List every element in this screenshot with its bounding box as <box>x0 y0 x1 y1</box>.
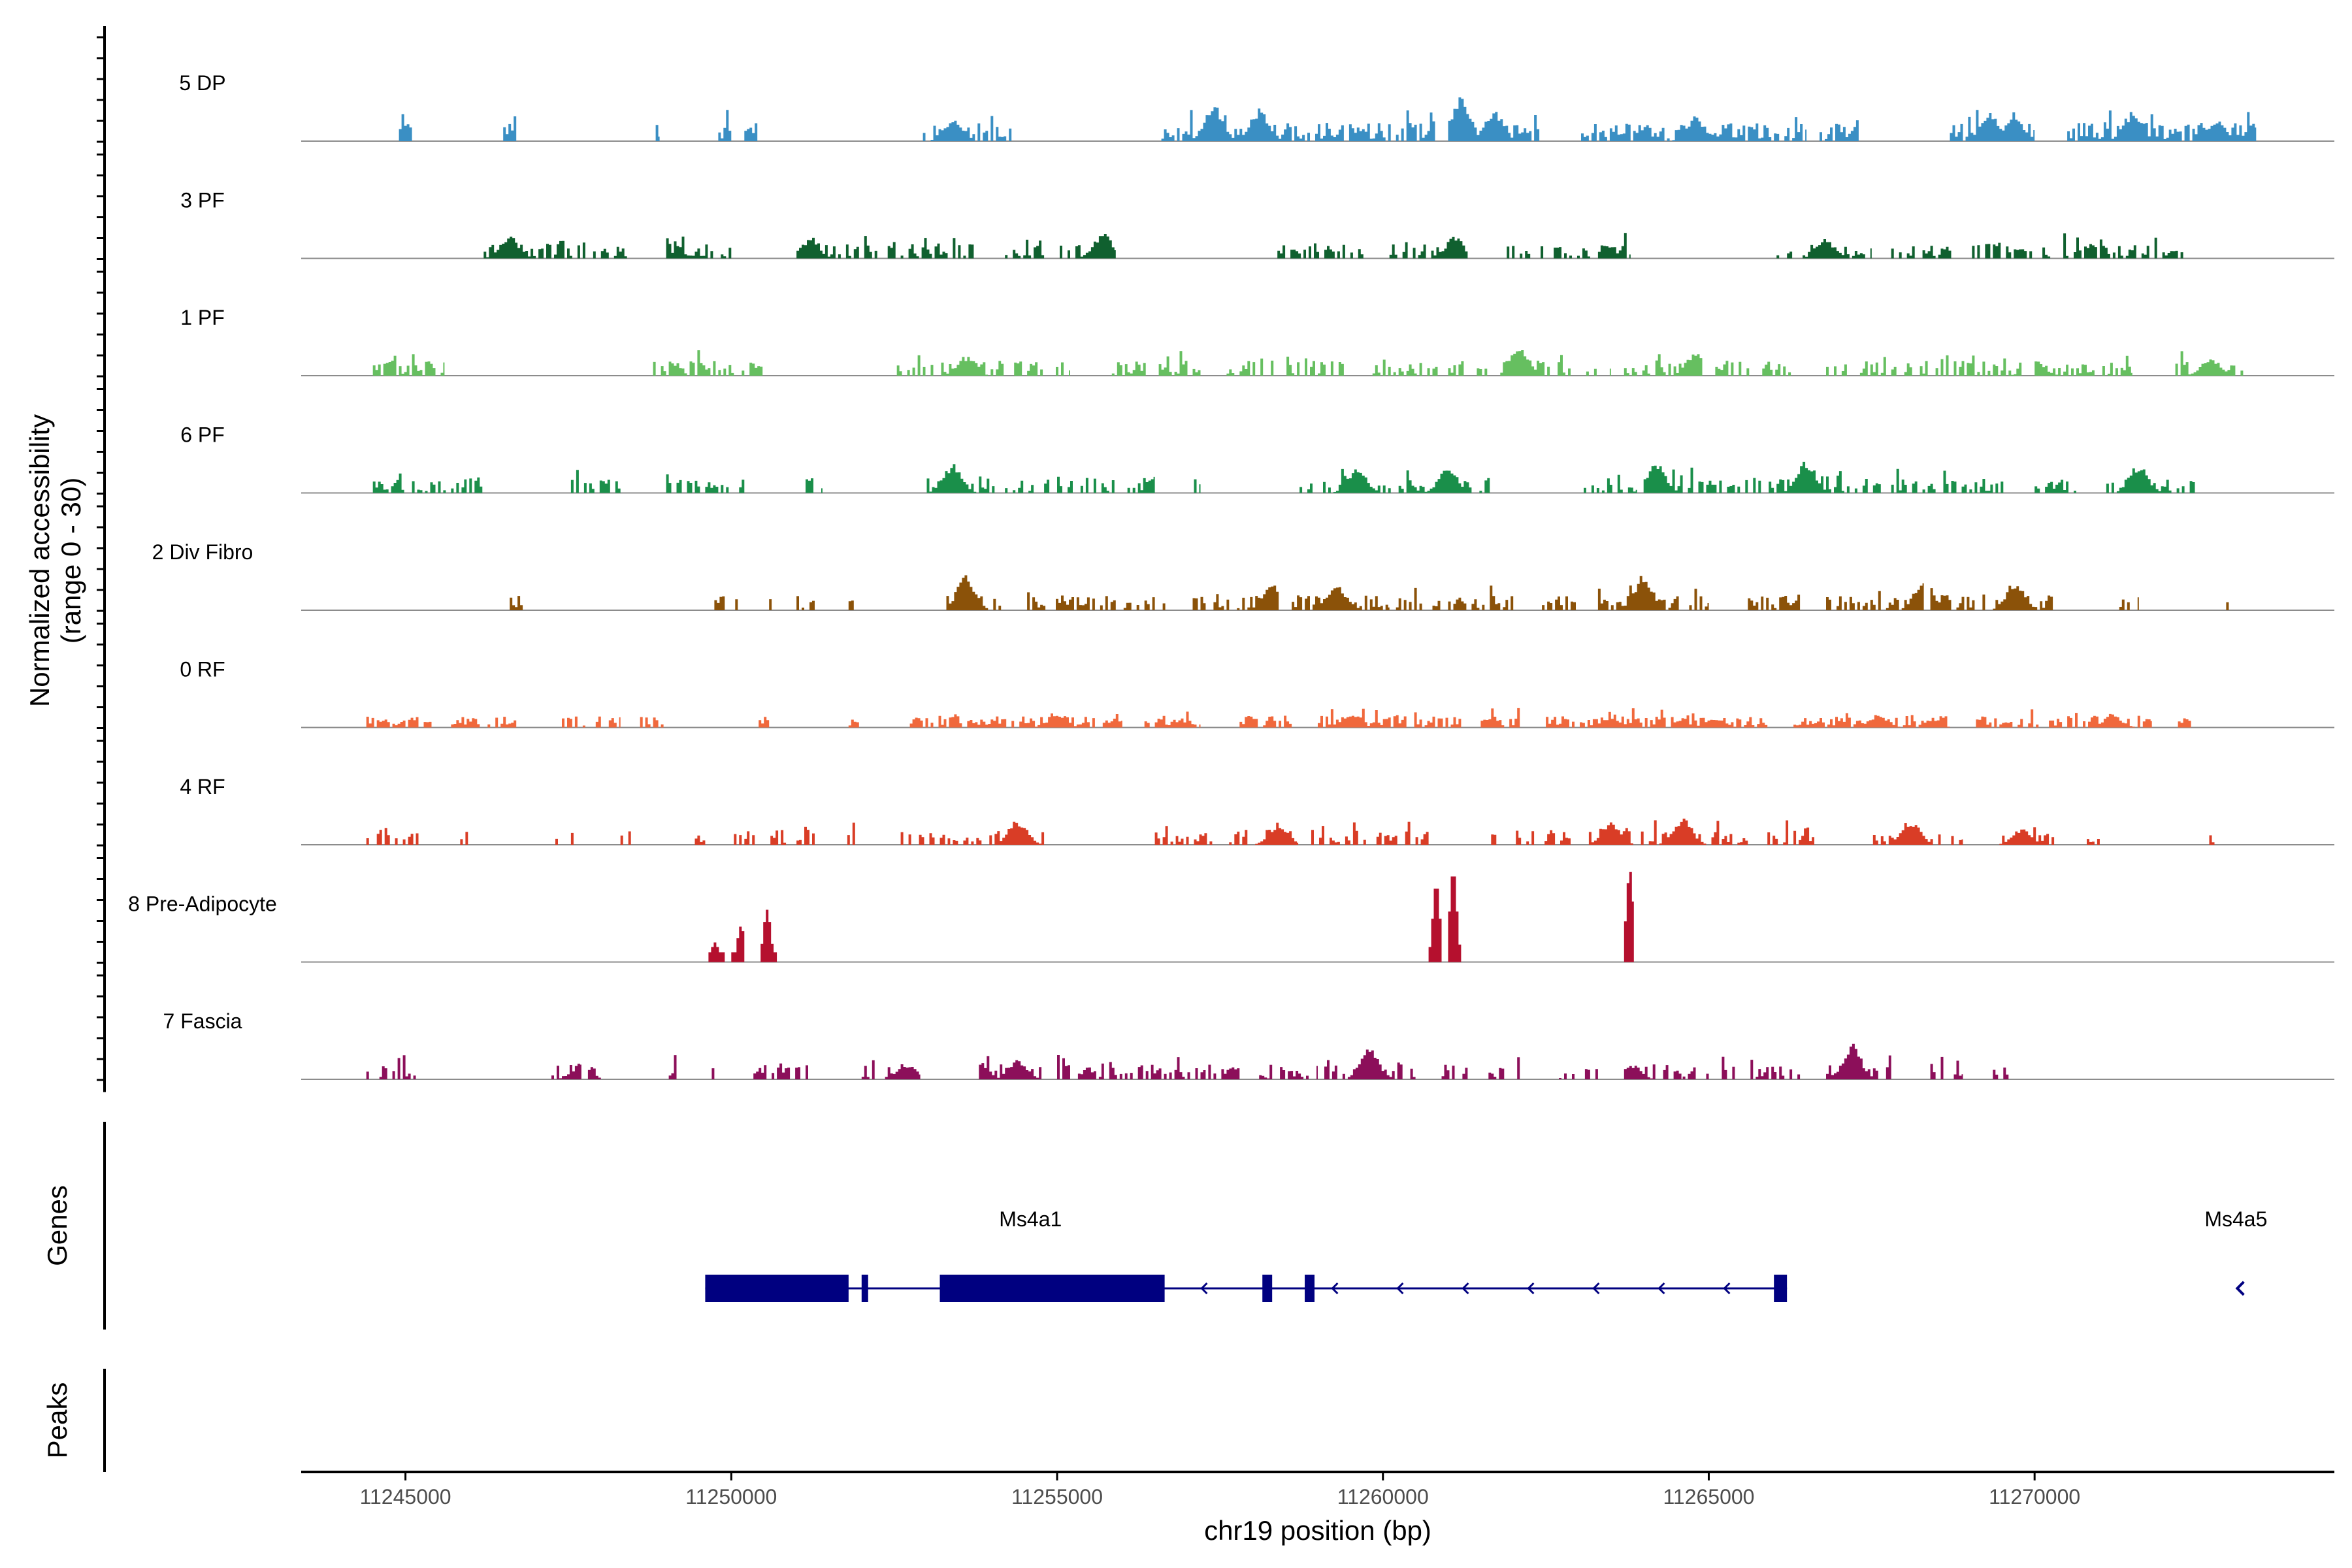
x-axis: 11245000 11250000 11255000 11260000 11265000… <box>301 1471 2334 1546</box>
track-8-pre-adipocyte: 8 Pre-Adipocyte <box>128 872 2334 963</box>
y-axis-title-line1: Normalized accessibility <box>24 414 55 707</box>
coverage-area <box>366 819 2215 845</box>
track-label: 4 RF <box>180 775 225 798</box>
gene-exon <box>705 1275 849 1302</box>
coverage-area <box>399 97 2257 141</box>
track-label: 3 PF <box>180 189 225 212</box>
track-label: 2 Div Fibro <box>152 540 253 564</box>
gene-label: Ms4a5 <box>2204 1207 2267 1231</box>
gene-exon <box>1774 1275 1788 1302</box>
coverage-area <box>510 575 2229 610</box>
gene-exon <box>1305 1275 1315 1302</box>
accessibility-y-axis <box>97 26 106 1092</box>
peaks-panel-title: Peaks <box>42 1382 73 1459</box>
track-label: 5 DP <box>179 71 225 95</box>
track-2-div-fibro: 2 Div Fibro <box>152 540 2334 611</box>
x-tick-label: 11265000 <box>1663 1485 1754 1509</box>
coverage-area <box>483 233 2183 259</box>
x-tick-label: 11255000 <box>1011 1485 1103 1509</box>
peaks-panel: Peaks <box>42 1369 106 1472</box>
track-label: 7 Fascia <box>163 1009 242 1033</box>
track-4-rf: 4 RF <box>180 775 2334 845</box>
strand-arrows <box>1200 1282 1731 1295</box>
track-3-pf: 3 PF <box>180 189 2334 259</box>
track-5-dp: 5 DP <box>179 71 2334 142</box>
strand-arrow <box>1592 1282 1600 1295</box>
x-axis-title: chr19 position (bp) <box>1204 1515 1431 1546</box>
coverage-area <box>366 708 2191 728</box>
strand-arrow <box>1527 1282 1535 1295</box>
strand-arrow <box>1331 1282 1339 1295</box>
strand-arrow <box>1462 1282 1469 1295</box>
gene-exon <box>939 1275 1165 1302</box>
gene-ms4a5: Ms4a5 <box>2204 1207 2267 1296</box>
gene-exon <box>1262 1275 1273 1302</box>
y-axis-title-line2: (range 0 - 30) <box>56 478 86 644</box>
x-tick-label: 11250000 <box>685 1485 777 1509</box>
x-axis-ticks: 11245000 11250000 11255000 11260000 11265000… <box>360 1472 2080 1509</box>
track-label: 6 PF <box>180 423 225 447</box>
gene-models: Ms4a1 Ms4a5 <box>705 1207 2267 1302</box>
track-7-fascia: 7 Fascia <box>163 1009 2334 1080</box>
gene-exon <box>861 1275 868 1302</box>
strand-arrow <box>1658 1282 1665 1295</box>
gene-ms4a1: Ms4a1 <box>705 1207 1788 1302</box>
coverage-tracks: 5 DP 3 PF 1 PF 6 PF 2 Div Fibro 0 RF 4 RF 8 Pre… <box>128 71 2334 1080</box>
x-tick-label: 11245000 <box>360 1485 451 1509</box>
x-tick-label: 11270000 <box>1989 1485 2080 1509</box>
strand-arrow <box>1723 1282 1731 1295</box>
gene-label: Ms4a1 <box>999 1207 1062 1231</box>
track-label: 0 RF <box>180 658 225 681</box>
coverage-area <box>708 872 1634 962</box>
coverage-area <box>366 1043 2009 1079</box>
track-label: 8 Pre-Adipocyte <box>128 892 277 916</box>
genes-panel: Genes Ms4a1 Ms4a5 <box>42 1122 2267 1330</box>
track-label: 1 PF <box>180 306 225 329</box>
strand-arrow <box>1200 1282 1208 1295</box>
track-1-pf: 1 PF <box>180 306 2334 376</box>
x-tick-label: 11260000 <box>1337 1485 1429 1509</box>
strand-arrow <box>2235 1281 2245 1296</box>
track-6-pf: 6 PF <box>180 423 2334 494</box>
track-0-rf: 0 RF <box>180 658 2334 728</box>
strand-arrow <box>1396 1282 1404 1295</box>
genes-panel-title: Genes <box>42 1185 73 1266</box>
